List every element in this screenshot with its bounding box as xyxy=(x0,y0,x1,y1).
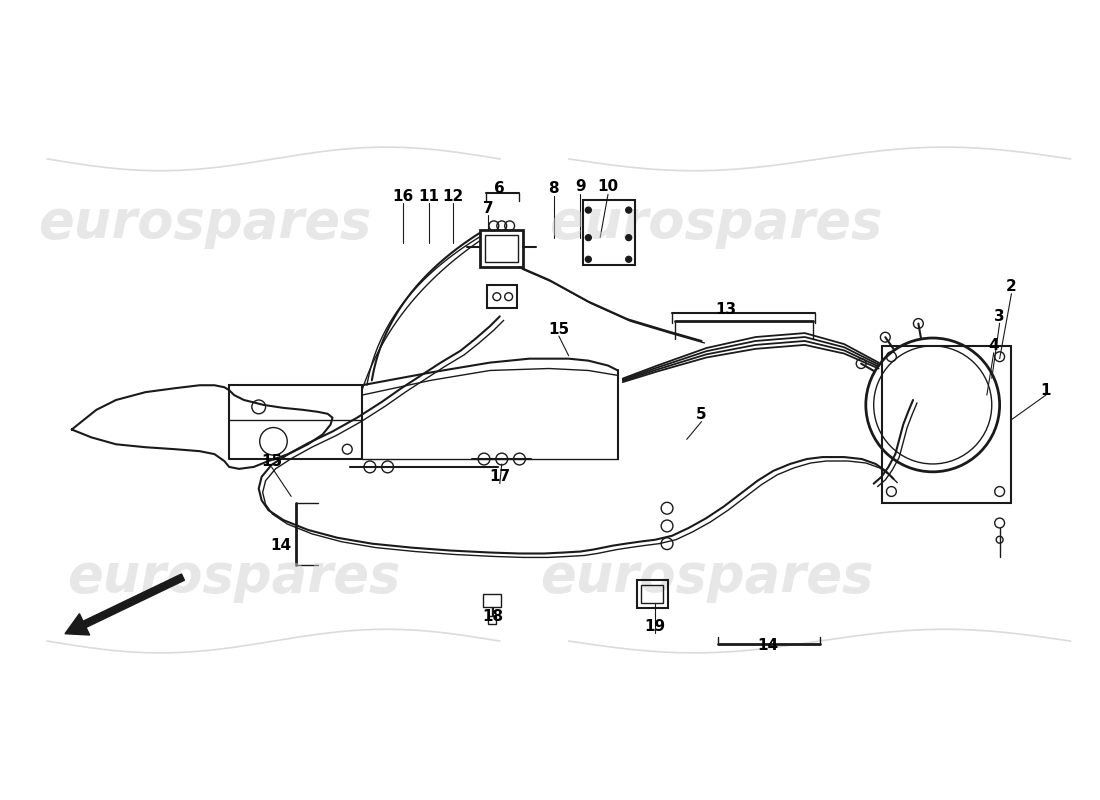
Text: 18: 18 xyxy=(482,609,504,624)
Bar xyxy=(641,585,663,602)
Text: 15: 15 xyxy=(548,322,570,337)
Bar xyxy=(487,285,517,309)
Text: 2: 2 xyxy=(1006,279,1016,294)
Text: 14: 14 xyxy=(757,638,778,654)
Bar xyxy=(637,580,668,608)
Text: 11: 11 xyxy=(418,189,439,204)
Text: eurospares: eurospares xyxy=(550,197,883,249)
Text: 5: 5 xyxy=(696,407,707,422)
Text: 15: 15 xyxy=(261,454,282,469)
Bar xyxy=(485,234,518,262)
Text: 8: 8 xyxy=(549,181,559,196)
Circle shape xyxy=(626,256,631,262)
Bar xyxy=(483,594,500,606)
Circle shape xyxy=(585,256,592,262)
Bar xyxy=(488,617,496,624)
Text: 1: 1 xyxy=(1041,382,1052,398)
Text: 4: 4 xyxy=(989,338,999,354)
Circle shape xyxy=(626,207,631,213)
Text: 7: 7 xyxy=(483,201,493,216)
Text: eurospares: eurospares xyxy=(540,551,873,603)
Text: 3: 3 xyxy=(994,309,1005,324)
Text: eurospares: eurospares xyxy=(67,551,400,603)
Text: 9: 9 xyxy=(575,179,586,194)
Text: 17: 17 xyxy=(490,470,510,484)
Text: 14: 14 xyxy=(271,538,292,553)
Bar xyxy=(480,230,524,267)
Circle shape xyxy=(626,234,631,241)
Bar xyxy=(881,346,1011,503)
Text: 16: 16 xyxy=(393,189,414,204)
Circle shape xyxy=(585,234,592,241)
FancyArrow shape xyxy=(65,574,185,635)
Circle shape xyxy=(585,207,592,213)
Text: eurospares: eurospares xyxy=(37,197,372,249)
Bar xyxy=(583,200,635,265)
Text: 6: 6 xyxy=(494,181,505,196)
Text: 19: 19 xyxy=(645,619,665,634)
Text: 13: 13 xyxy=(715,302,737,317)
Text: 10: 10 xyxy=(597,179,618,194)
Text: 12: 12 xyxy=(442,189,463,204)
